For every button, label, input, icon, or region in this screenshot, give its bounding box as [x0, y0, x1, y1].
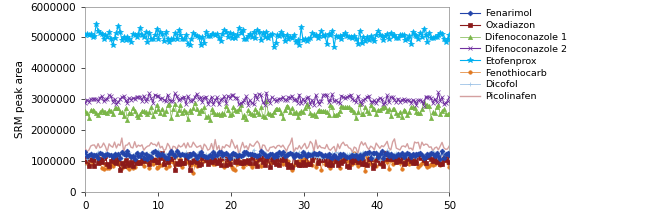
Fenarimol [103, 153, 111, 155]
Difenoconazole 2 [178, 96, 186, 99]
Etofenprox [81, 34, 89, 36]
Picolinafen [103, 150, 111, 153]
Fenarimol [131, 158, 138, 160]
Picolinafen [96, 146, 104, 149]
Difenoconazole 2 [445, 96, 453, 98]
Difenoconazole 2 [420, 104, 428, 107]
Fenarimol [96, 152, 104, 154]
Difenoconazole 1 [81, 110, 89, 112]
Etofenprox [330, 46, 338, 48]
Dicofol [431, 153, 439, 156]
Difenoconazole 2 [103, 98, 111, 100]
Line: Etofenprox: Etofenprox [83, 21, 452, 50]
Line: Difenoconazole 1: Difenoconazole 1 [83, 99, 451, 122]
Dicofol [250, 148, 258, 151]
Fenothiocarb [149, 163, 157, 165]
Difenoconazole 2 [429, 102, 437, 104]
Line: Fenarimol: Fenarimol [83, 149, 451, 161]
Picolinafen [149, 143, 157, 146]
Etofenprox [418, 36, 426, 39]
Dicofol [96, 151, 104, 154]
Difenoconazole 2 [434, 91, 442, 94]
Fenothiocarb [445, 165, 453, 168]
Etofenprox [98, 33, 106, 36]
Fenothiocarb [96, 162, 104, 165]
Etofenprox [445, 34, 453, 36]
Oxadiazon [96, 157, 104, 160]
Difenoconazole 2 [81, 101, 89, 104]
Oxadiazon [445, 161, 453, 163]
Fenothiocarb [350, 151, 358, 154]
Legend: Fenarimol, Oxadiazon, Difenoconazole 1, Difenoconazole 2, Etofenprox, Fenothioca: Fenarimol, Oxadiazon, Difenoconazole 1, … [458, 8, 569, 103]
Dicofol [418, 156, 426, 158]
Picolinafen [288, 137, 296, 139]
Difenoconazole 1 [151, 110, 159, 112]
Difenoconazole 1 [103, 112, 111, 115]
Dicofol [103, 151, 111, 154]
Line: Picolinafen: Picolinafen [85, 138, 449, 155]
Fenothiocarb [431, 163, 439, 165]
Dicofol [376, 158, 384, 161]
Fenothiocarb [190, 172, 197, 174]
Oxadiazon [381, 151, 389, 154]
Fenothiocarb [103, 166, 111, 169]
Etofenprox [180, 38, 188, 41]
Difenoconazole 1 [96, 111, 104, 114]
Fenothiocarb [81, 162, 89, 164]
Difenoconazole 1 [445, 113, 453, 116]
Fenothiocarb [418, 162, 426, 165]
Oxadiazon [178, 162, 186, 165]
Oxadiazon [418, 155, 426, 158]
Difenoconazole 1 [262, 100, 270, 102]
Picolinafen [431, 147, 439, 149]
Difenoconazole 1 [431, 112, 439, 115]
Etofenprox [151, 34, 159, 37]
Etofenprox [105, 31, 113, 33]
Fenarimol [180, 154, 188, 156]
Oxadiazon [81, 160, 89, 162]
Fenarimol [431, 155, 439, 158]
Line: Oxadiazon: Oxadiazon [83, 151, 451, 172]
Etofenprox [92, 23, 100, 25]
Difenoconazole 1 [180, 108, 188, 111]
Picolinafen [445, 145, 453, 147]
Oxadiazon [186, 169, 194, 172]
Fenarimol [151, 150, 159, 153]
Dicofol [149, 152, 157, 154]
Picolinafen [235, 154, 243, 157]
Etofenprox [431, 36, 439, 39]
Dicofol [178, 153, 186, 156]
Difenoconazole 1 [418, 108, 426, 111]
Difenoconazole 1 [123, 119, 131, 121]
Line: Dicofol: Dicofol [83, 147, 451, 162]
Oxadiazon [103, 162, 111, 165]
Oxadiazon [149, 158, 157, 161]
Fenarimol [257, 149, 265, 152]
Line: Fenothiocarb: Fenothiocarb [83, 151, 451, 175]
Fenarimol [81, 150, 89, 153]
Dicofol [81, 153, 89, 155]
Fenothiocarb [178, 166, 186, 168]
Difenoconazole 2 [149, 101, 157, 104]
Dicofol [445, 155, 453, 157]
Y-axis label: SRM peak area: SRM peak area [15, 60, 25, 138]
Line: Difenoconazole 2: Difenoconazole 2 [83, 90, 452, 108]
Difenoconazole 2 [96, 97, 104, 99]
Picolinafen [81, 148, 89, 150]
Fenarimol [418, 153, 426, 156]
Fenarimol [445, 153, 453, 156]
Oxadiazon [431, 156, 439, 159]
Picolinafen [418, 141, 426, 143]
Picolinafen [178, 145, 186, 147]
Difenoconazole 2 [415, 99, 422, 102]
